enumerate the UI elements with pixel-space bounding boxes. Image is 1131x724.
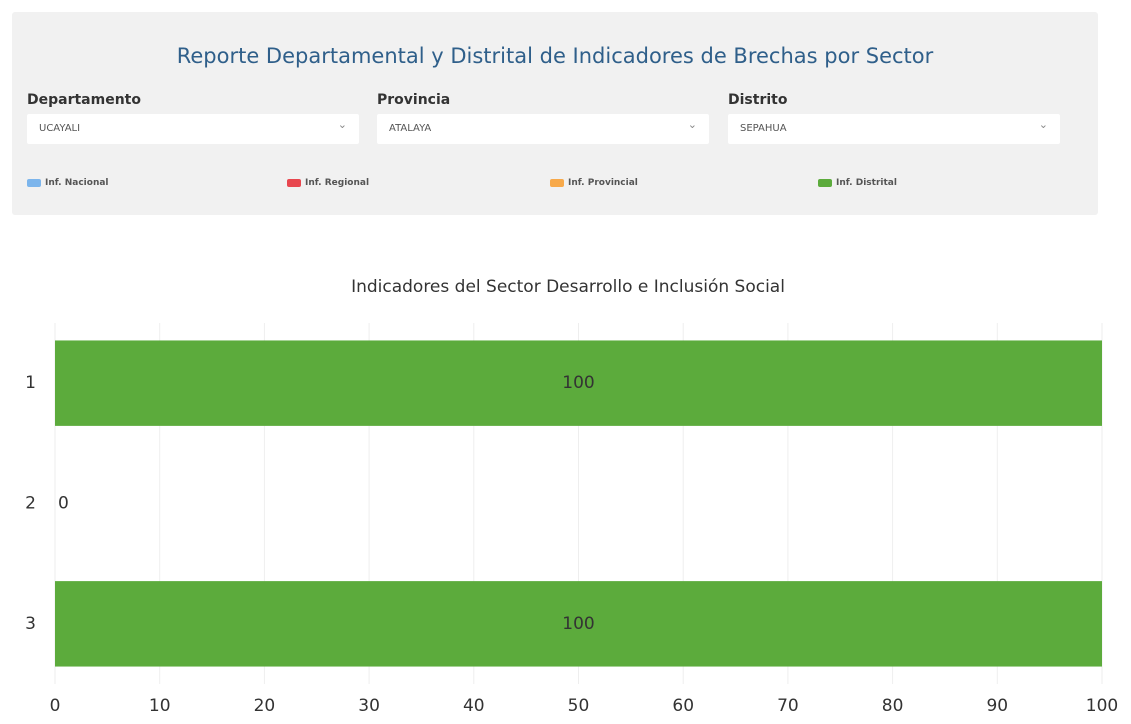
select[interactable]: SEPAHUA bbox=[728, 110, 1060, 144]
y-tick-label: 2 bbox=[25, 494, 36, 514]
x-tick-label: 20 bbox=[254, 696, 276, 716]
legend-label: Inf. Distrital bbox=[836, 178, 897, 188]
filter: Provincia ATALAYA bbox=[377, 92, 709, 144]
filter: Distrito SEPAHUA bbox=[728, 92, 1060, 144]
legend-swatch bbox=[818, 179, 832, 187]
x-tick-label: 100 bbox=[1086, 696, 1118, 716]
x-tick-label: 70 bbox=[777, 696, 799, 716]
legend-swatch bbox=[287, 179, 301, 187]
x-tick-label: 0 bbox=[50, 696, 61, 716]
x-tick-label: 30 bbox=[358, 696, 380, 716]
bar bbox=[55, 340, 1102, 426]
data-label: 100 bbox=[562, 614, 594, 634]
filter-label: Distrito bbox=[728, 92, 788, 108]
y-tick-label: 3 bbox=[25, 614, 36, 634]
legend-item[interactable]: Inf. Provincial bbox=[550, 178, 638, 188]
legend-swatch bbox=[550, 179, 564, 187]
legend-label: Inf. Regional bbox=[305, 178, 370, 188]
filter-label: Departamento bbox=[27, 92, 141, 108]
select[interactable]: ATALAYA bbox=[377, 110, 709, 144]
y-tick-label: 1 bbox=[25, 373, 36, 393]
data-label: 100 bbox=[562, 373, 594, 393]
filter-panel: Reporte Departamental y Distrital de Ind… bbox=[12, 12, 1098, 215]
legend-swatch bbox=[27, 179, 41, 187]
filter-label: Provincia bbox=[377, 92, 451, 108]
legend-item[interactable]: Inf. Distrital bbox=[818, 178, 897, 188]
x-tick-label: 80 bbox=[882, 696, 904, 716]
data-label: 0 bbox=[58, 494, 69, 514]
select[interactable]: UCAYALI bbox=[27, 110, 359, 144]
chart-title: Indicadores del Sector Desarrollo e Incl… bbox=[351, 277, 785, 297]
legend-item[interactable]: Inf. Regional bbox=[287, 178, 369, 188]
legend-label: Inf. Nacional bbox=[45, 178, 109, 188]
filter: Departamento UCAYALI bbox=[27, 92, 359, 144]
legend-label: Inf. Provincial bbox=[568, 178, 638, 188]
legend-item[interactable]: Inf. Nacional bbox=[27, 178, 109, 188]
page-title: Reporte Departamental y Distrital de Ind… bbox=[176, 44, 934, 68]
x-tick-label: 60 bbox=[672, 696, 694, 716]
x-tick-label: 10 bbox=[149, 696, 171, 716]
x-tick-label: 90 bbox=[986, 696, 1008, 716]
x-tick-label: 40 bbox=[463, 696, 485, 716]
x-tick-label: 50 bbox=[568, 696, 590, 716]
bar bbox=[55, 581, 1102, 667]
